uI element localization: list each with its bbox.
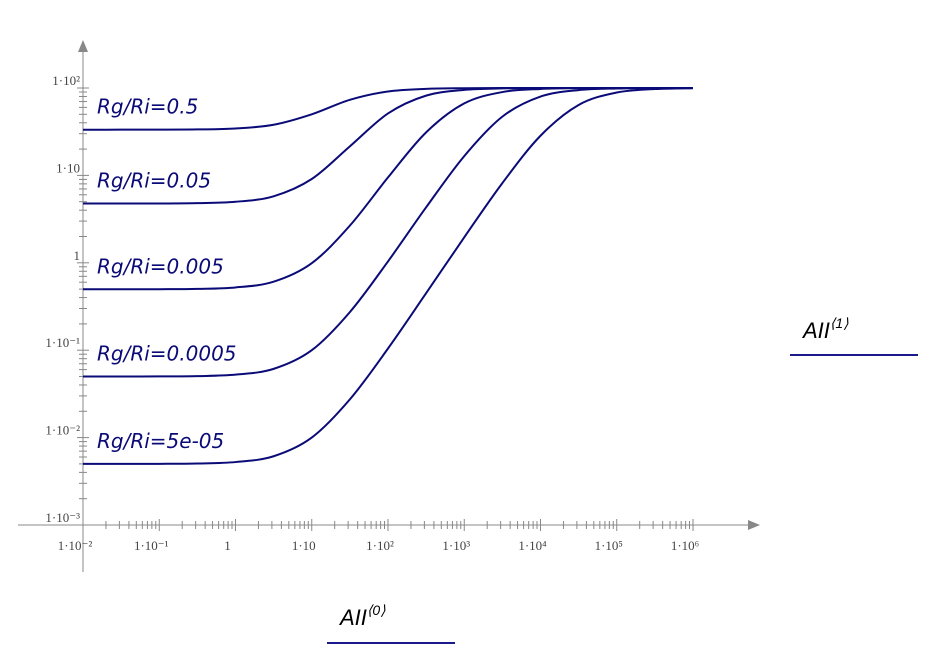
- y-axis-arrow: [78, 40, 88, 52]
- x-tick-label: 1·10: [292, 538, 316, 553]
- y-tick-label: 1·10²: [52, 73, 80, 88]
- y-tick-label: 1·10⁻¹: [45, 335, 80, 350]
- series-label: Rg/Ri=5e-05: [97, 429, 224, 453]
- x-axis-label: AII⟨0⟩: [338, 602, 386, 630]
- series-label: Rg/Ri=0.05: [97, 169, 211, 193]
- y-axis-label: AII⟨1⟩: [801, 315, 849, 343]
- y-tick-label: 1·10⁻³: [45, 510, 80, 525]
- series-label: Rg/Ri=0.0005: [97, 342, 237, 366]
- x-tick-label: 1·10²: [366, 538, 394, 553]
- x-tick-label: 1·10⁻¹: [134, 538, 169, 553]
- x-tick-label: 1·10⁵: [595, 538, 623, 553]
- series-label: Rg/Ri=0.5: [97, 95, 198, 119]
- x-axis-arrow: [748, 520, 760, 530]
- x-tick-label: 1·10⁴: [518, 538, 547, 553]
- series-label: Rg/Ri=0.005: [97, 254, 224, 278]
- y-tick-label: 1·10⁻²: [45, 423, 80, 438]
- x-tick-label: 1: [224, 538, 231, 553]
- series-line: [82, 87, 694, 291]
- series-line: [82, 87, 694, 378]
- y-tick-label: 1·10: [56, 160, 80, 175]
- series-line: [82, 87, 694, 465]
- y-tick-label: 1: [74, 248, 81, 263]
- x-tick-label: 1·10⁶: [671, 538, 699, 553]
- x-tick-label: 1·10⁻²: [58, 538, 93, 553]
- x-tick-label: 1·10³: [442, 538, 470, 553]
